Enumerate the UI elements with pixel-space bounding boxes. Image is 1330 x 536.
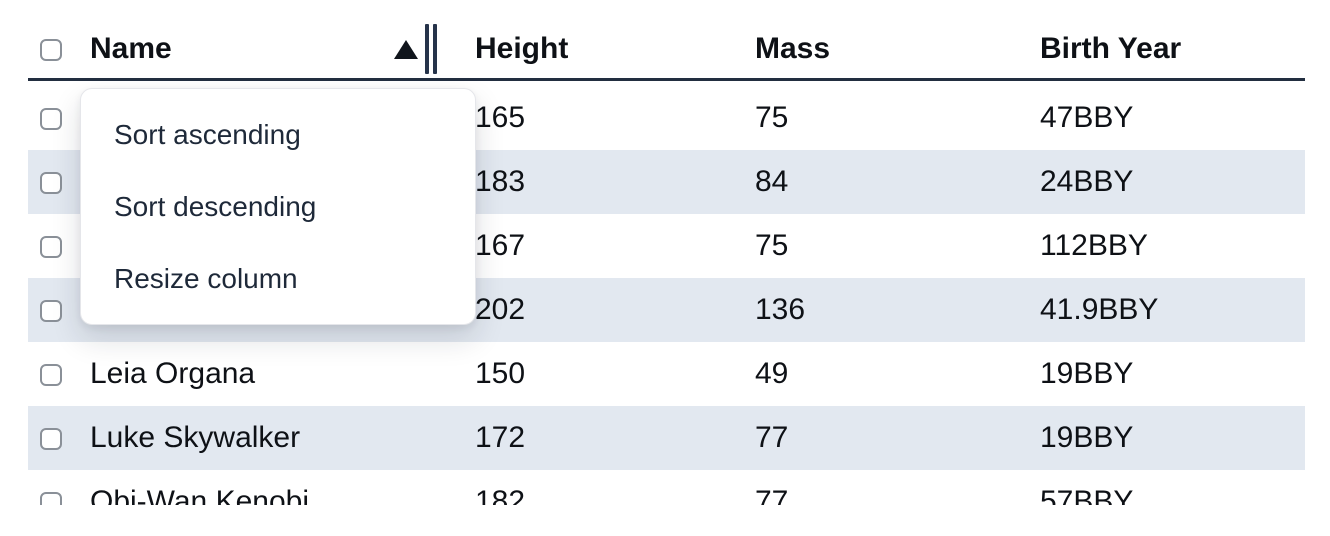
cell-height: 165 (475, 100, 526, 134)
cell-name: Leia Organa (90, 356, 256, 390)
characters-table: Name Height Mass Birth Year (28, 20, 1305, 505)
table-row: Obi-Wan Kenobi 182 77 57BBY (28, 470, 1305, 506)
column-resize-handle-icon[interactable] (425, 24, 437, 74)
cell-mass: 75 (755, 228, 789, 262)
row-checkbox[interactable] (40, 235, 62, 258)
row-select-cell (28, 342, 78, 406)
cell-height: 172 (455, 405, 735, 470)
column-header-height[interactable]: Height (455, 20, 735, 81)
cell-birth-year: 19BBY (1020, 405, 1305, 470)
column-header-name-label: Name (90, 32, 172, 65)
cell-mass: 84 (735, 149, 1020, 214)
cell-mass: 75 (755, 100, 789, 134)
row-checkbox[interactable] (40, 363, 62, 386)
cell-birth-year: 57BBY (1040, 484, 1134, 506)
table-viewport: Name Height Mass Birth Year (28, 20, 1305, 505)
table-row: Luke Skywalker 172 77 19BBY (28, 405, 1305, 470)
context-menu-item[interactable]: Sort descending (114, 191, 317, 222)
table-row: Leia Organa 150 49 19BBY (28, 342, 1305, 406)
column-header-birth-year[interactable]: Birth Year (1020, 20, 1305, 81)
row-select-cell (28, 405, 78, 470)
cell-name: Obi-Wan Kenobi (90, 484, 309, 506)
row-select-cell (28, 86, 78, 150)
row-checkbox[interactable] (40, 427, 62, 450)
cell-birth-year: 41.9BBY (1020, 277, 1305, 342)
cell-height: 183 (455, 149, 735, 214)
cell-birth-year: 47BBY (1040, 100, 1134, 134)
cell-height: 167 (475, 228, 526, 262)
cell-name: Luke Skywalker (78, 405, 455, 470)
data-table-container: Name Height Mass Birth Year (28, 20, 1305, 505)
row-select-cell (28, 149, 78, 214)
row-select-cell (28, 470, 78, 505)
column-header-mass[interactable]: Mass (735, 20, 1020, 81)
column-header-name[interactable]: Name (78, 20, 455, 81)
cell-birth-year: 112BBY (1040, 228, 1148, 262)
row-checkbox[interactable] (40, 107, 62, 130)
row-checkbox[interactable] (40, 299, 62, 322)
cell-mass: 49 (755, 356, 789, 390)
table-row: 167 75 112BBY (28, 214, 1305, 278)
row-checkbox[interactable] (40, 491, 62, 505)
table-row: 165 75 47BBY (28, 86, 1305, 150)
cell-mass: 77 (735, 405, 1020, 470)
context-menu-item[interactable]: Sort ascending (114, 119, 301, 150)
name-header-content: Name (90, 20, 455, 78)
row-select-cell (28, 214, 78, 278)
row-checkbox[interactable] (40, 171, 62, 194)
cell-mass: 77 (755, 484, 789, 506)
cell-birth-year: 24BBY (1020, 149, 1305, 214)
cell-mass: 136 (735, 277, 1020, 342)
select-all-header-cell (28, 20, 78, 81)
select-all-checkbox[interactable] (40, 39, 62, 62)
context-menu-item[interactable]: Resize column (114, 263, 298, 294)
cell-height: 150 (475, 356, 526, 390)
column-context-menu: Sort ascending Sort descending Resize colu… (80, 88, 476, 325)
header-row: Name Height Mass Birth Year (28, 20, 1305, 81)
cell-birth-year: 19BBY (1040, 356, 1134, 390)
cell-height: 182 (475, 484, 526, 506)
cell-height: 202 (455, 277, 735, 342)
sort-ascending-icon (394, 39, 418, 59)
row-select-cell (28, 277, 78, 342)
